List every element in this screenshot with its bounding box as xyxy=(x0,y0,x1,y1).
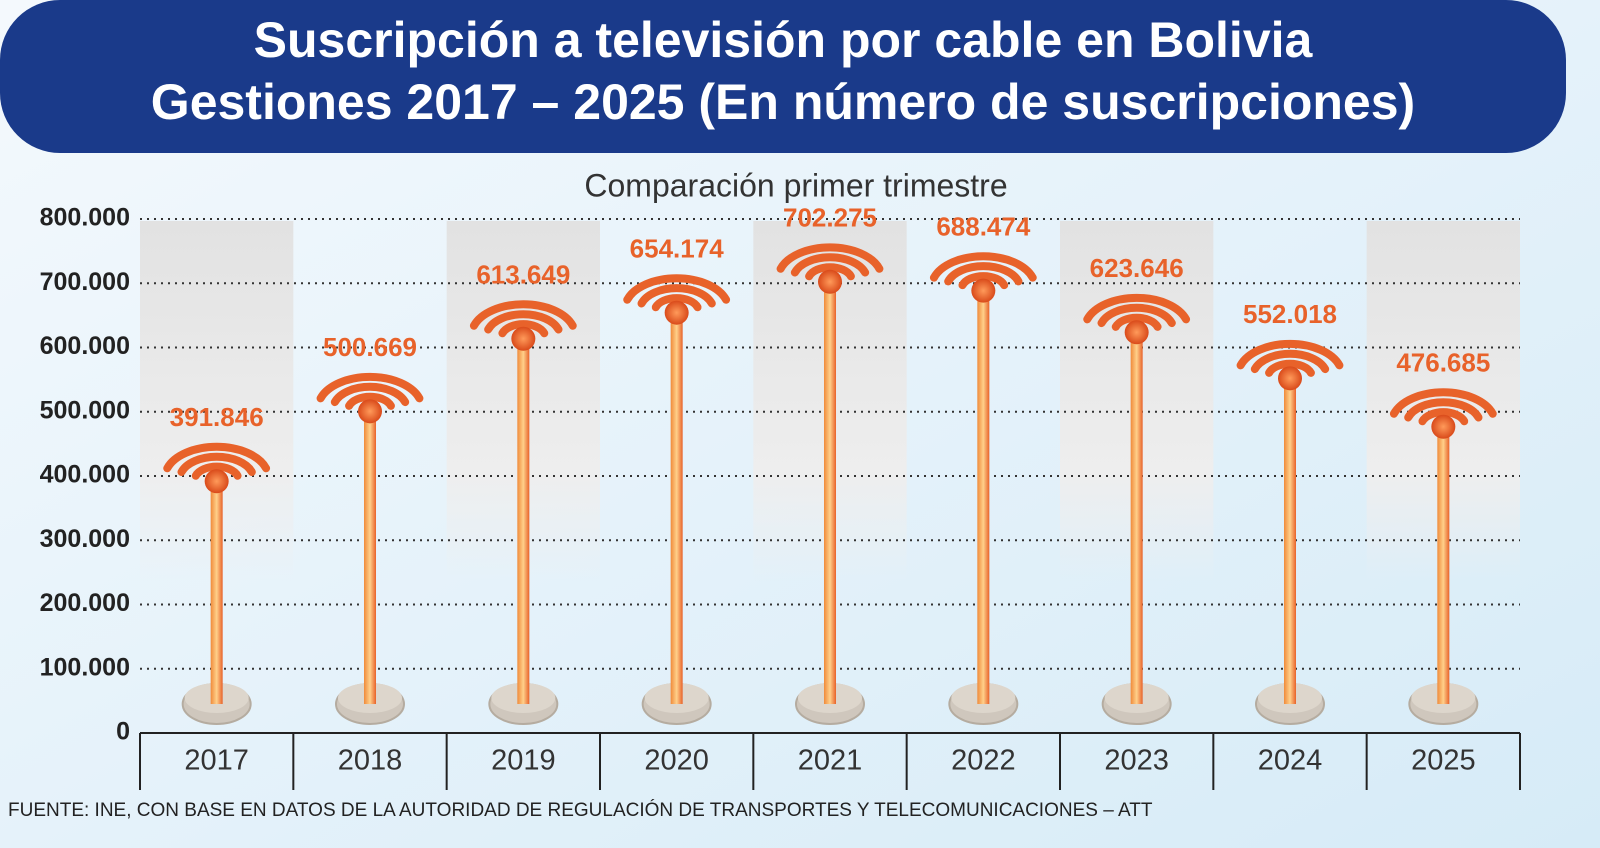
value-label: 702.275 xyxy=(783,203,877,233)
wifi-dot xyxy=(358,399,382,424)
wifi-arc xyxy=(1236,339,1344,370)
wifi-dot xyxy=(971,278,996,303)
x-tick-label: 2023 xyxy=(1104,745,1169,777)
wifi-arc xyxy=(651,294,702,312)
y-tick-label: 500.000 xyxy=(40,396,130,424)
x-tick-label: 2018 xyxy=(338,745,403,777)
header xyxy=(0,0,1566,153)
wifi-arc xyxy=(177,452,256,476)
wifi-arc xyxy=(944,262,1023,286)
wifi-dot xyxy=(1431,414,1456,439)
value-label: 391.846 xyxy=(170,402,264,432)
value-label: 688.474 xyxy=(936,212,1031,242)
x-tick-label: 2024 xyxy=(1258,745,1323,777)
value-label: 476.685 xyxy=(1396,348,1490,378)
y-tick-label: 300.000 xyxy=(40,525,130,553)
wifi-arc xyxy=(1250,349,1330,374)
wifi-arc xyxy=(498,320,549,338)
bar xyxy=(1437,426,1450,704)
wifi-arc xyxy=(484,310,563,334)
bar xyxy=(1130,332,1143,704)
value-label: 623.646 xyxy=(1090,253,1184,283)
y-tick-label: 200.000 xyxy=(40,589,130,617)
y-tick-label: 400.000 xyxy=(40,461,130,489)
wifi-arc xyxy=(776,243,884,273)
chart-note: Comparación primer trimestre xyxy=(584,167,1007,203)
x-tick-label: 2020 xyxy=(644,745,709,777)
wifi-dot xyxy=(511,326,536,351)
wifi-arc xyxy=(790,253,870,277)
wifi-arc xyxy=(1389,388,1497,418)
value-label: 654.174 xyxy=(630,234,725,264)
value-label: 500.669 xyxy=(323,332,417,362)
x-tick-label: 2021 xyxy=(798,745,863,777)
x-tick-label: 2025 xyxy=(1411,745,1476,777)
bar xyxy=(977,290,990,704)
wifi-dot xyxy=(1124,320,1149,345)
wifi-arc xyxy=(637,284,716,308)
wifi-dot xyxy=(664,300,689,325)
y-tick-label: 0 xyxy=(116,718,130,746)
wifi-arc xyxy=(623,274,731,304)
y-tick-label: 700.000 xyxy=(40,268,130,296)
wifi-arc xyxy=(958,272,1009,290)
wifi-arc xyxy=(469,300,577,330)
bar xyxy=(1284,378,1296,704)
wifi-arc xyxy=(1265,359,1315,377)
x-tick-label: 2017 xyxy=(184,745,249,777)
wifi-arc xyxy=(1111,313,1162,331)
y-tick-label: 100.000 xyxy=(40,653,130,681)
bar xyxy=(824,281,836,704)
y-tick-label: 600.000 xyxy=(40,332,130,360)
wifi-arc xyxy=(1097,303,1176,328)
x-tick-label: 2019 xyxy=(491,745,556,777)
value-label: 613.649 xyxy=(476,260,570,290)
wifi-arc xyxy=(191,462,242,480)
chart-subtitle: Gestiones 2017 – 2025 (En número de susc… xyxy=(151,74,1415,130)
wifi-arc xyxy=(316,372,424,403)
source: FUENTE: INE, CON BASE EN DATOS DE LA AUT… xyxy=(8,799,1153,821)
bar xyxy=(517,338,530,704)
wifi-arc xyxy=(1083,293,1191,324)
value-label: 552.018 xyxy=(1243,299,1337,329)
wifi-dot xyxy=(1278,366,1302,391)
wifi-dot xyxy=(818,269,842,294)
bar xyxy=(210,481,223,704)
wifi-arc xyxy=(1404,398,1483,422)
bar xyxy=(670,312,683,704)
y-tick-label: 800.000 xyxy=(40,204,130,232)
chart-title: Suscripción a televisión por cable en Bo… xyxy=(254,12,1314,68)
wifi-arc xyxy=(330,382,410,407)
wifi-dot xyxy=(204,469,229,494)
bar xyxy=(364,411,376,704)
wifi-arc xyxy=(163,442,271,473)
wifi-arc xyxy=(805,263,855,281)
x-tick-label: 2022 xyxy=(951,745,1016,777)
wifi-arc xyxy=(1418,408,1469,426)
wifi-arc xyxy=(345,392,395,410)
wifi-arc xyxy=(929,252,1037,282)
